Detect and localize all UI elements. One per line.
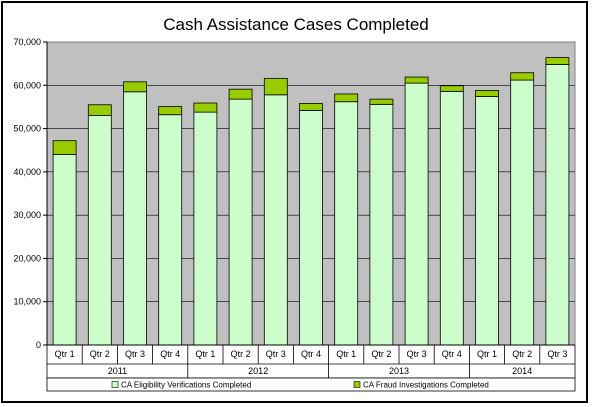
bar-segment-fraud — [299, 103, 323, 111]
bar-segment-eligibility — [123, 91, 147, 346]
x-tick-label: Qtr 2 — [90, 349, 110, 359]
x-tick-label: Qtr 2 — [512, 349, 532, 359]
x-tick-label: Qtr 3 — [547, 349, 567, 359]
bar-segment-fraud — [334, 93, 359, 103]
legend: CA Eligibility Verifications Completed CA… — [46, 377, 576, 392]
x-tick-label: Qtr 3 — [407, 349, 427, 359]
bar-segment-eligibility — [263, 94, 288, 346]
bar-segment-fraud — [193, 102, 218, 113]
x-tick-label: Qtr 3 — [125, 349, 145, 359]
y-tick-label: 20,000 — [13, 253, 41, 263]
x-tick-label: Qtr 2 — [371, 349, 391, 359]
bar-segment-eligibility — [510, 79, 535, 346]
x-tick-label: Qtr 1 — [477, 349, 497, 359]
x-tick-label: Qtr 4 — [442, 349, 462, 359]
y-tick-label: 0 — [36, 340, 41, 350]
legend-swatch — [111, 381, 119, 388]
x-tick-label: Qtr 4 — [301, 349, 321, 359]
legend-box — [46, 377, 576, 392]
x-tick-label: Qtr 2 — [231, 349, 251, 359]
bar-segment-fraud — [369, 98, 394, 105]
y-tick-label: 70,000 — [13, 37, 41, 47]
x-tick-label: Qtr 3 — [266, 349, 286, 359]
x-tick-label: Qtr 1 — [336, 349, 356, 359]
bar-segment-fraud — [87, 104, 112, 116]
bar-segment-fraud — [263, 77, 288, 96]
legend-label: CA Eligibility Verifications Completed — [121, 381, 251, 390]
x-tick-label: Qtr 1 — [55, 349, 75, 359]
x-group-label: 2013 — [389, 366, 409, 376]
bar-segment-eligibility — [475, 96, 499, 346]
legend-label: CA Fraud Investigations Completed — [363, 381, 489, 390]
bar-segment-fraud — [228, 88, 253, 100]
bar-segment-fraud — [439, 85, 464, 92]
bar-segment-fraud — [545, 57, 570, 65]
bar-segment-eligibility — [334, 101, 359, 346]
y-tick-label: 50,000 — [13, 124, 41, 134]
x-group-label: 2014 — [512, 366, 532, 376]
y-tick-label: 10,000 — [13, 297, 41, 307]
bar-segment-eligibility — [404, 82, 429, 346]
x-axis: Qtr 1 Qtr 2 Qtr 3 Qtr 4 Qtr 1 Qtr 2 Qtr 3 Qtr 4… — [46, 344, 576, 379]
bar-segment-eligibility — [369, 103, 394, 346]
x-tick-label: Qtr 1 — [195, 349, 215, 359]
bar-segment-eligibility — [193, 111, 218, 346]
chart-title: Cash Assistance Cases Completed — [163, 15, 429, 34]
y-tick-label: 60,000 — [13, 80, 41, 90]
bar-segment-fraud — [404, 76, 429, 84]
bar-segment-eligibility — [439, 90, 464, 346]
x-tick-label: Qtr 4 — [160, 349, 180, 359]
bar-segment-fraud — [158, 106, 183, 116]
x-group-label: 2011 — [108, 366, 127, 376]
bars — [52, 57, 570, 346]
x-group-label: 2012 — [248, 366, 268, 376]
bar-segment-eligibility — [545, 64, 570, 346]
bar-segment-fraud — [52, 140, 77, 155]
bar-segment-fraud — [510, 72, 535, 81]
legend-swatch — [353, 381, 361, 388]
bar-segment-eligibility — [87, 115, 112, 346]
y-axis: 0 10,000 20,000 30,000 40,000 50,000 60,000 70,… — [13, 37, 48, 350]
bar-segment-fraud — [475, 90, 499, 97]
y-tick-label: 40,000 — [13, 167, 41, 177]
y-tick-label: 30,000 — [13, 210, 41, 220]
bar-segment-eligibility — [158, 114, 183, 346]
bar-segment-fraud — [123, 81, 147, 93]
bar-segment-eligibility — [228, 98, 253, 346]
bar-segment-eligibility — [299, 109, 323, 346]
bar-segment-eligibility — [52, 154, 77, 346]
